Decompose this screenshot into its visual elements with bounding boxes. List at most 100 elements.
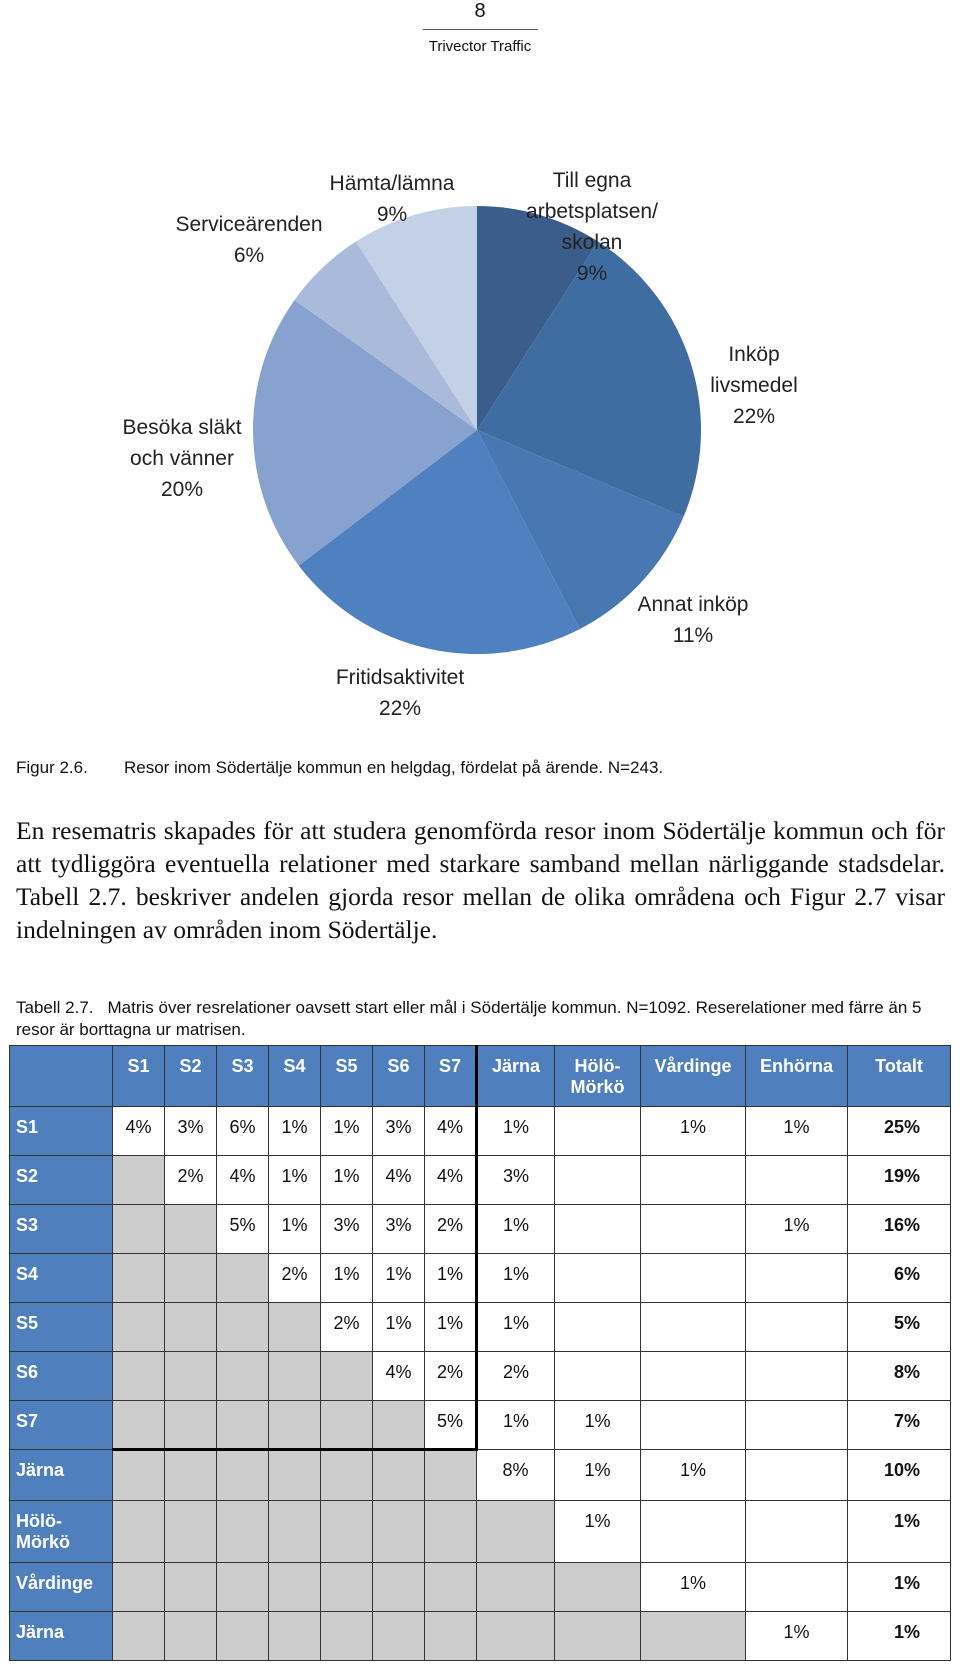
pie-label: Serviceärenden 6% — [149, 209, 349, 271]
table-cell — [320, 1351, 373, 1401]
table-cell — [112, 1500, 165, 1563]
table-cell — [320, 1449, 373, 1501]
table-cell: 1% — [745, 1204, 848, 1254]
table-cell: 1% — [640, 1449, 746, 1501]
table-cell: 2% — [320, 1302, 373, 1352]
table-cell: 1% — [372, 1302, 425, 1352]
table-cell — [216, 1500, 269, 1563]
table-cell: 1% — [476, 1302, 555, 1352]
column-header: S3 — [216, 1045, 269, 1107]
table-cell — [112, 1204, 165, 1254]
pie-slice — [253, 300, 477, 566]
table-cell — [112, 1449, 165, 1501]
table-cell — [745, 1351, 848, 1401]
table-cell: 7% — [847, 1400, 951, 1450]
table-cell — [424, 1500, 477, 1563]
table-cell: 16% — [847, 1204, 951, 1254]
table-row: Järna 1% 1% — [9, 1611, 951, 1661]
table-cell — [745, 1562, 848, 1612]
column-header: S2 — [164, 1045, 217, 1107]
table-cell: 1% — [424, 1302, 478, 1352]
table-cell — [112, 1562, 165, 1612]
table-cell: 1% — [847, 1562, 951, 1612]
table-cell: 4% — [372, 1351, 425, 1401]
table-cell: 1% — [554, 1449, 641, 1501]
table-cell — [372, 1449, 425, 1501]
table-row: Vårdinge 1% 1% — [9, 1562, 951, 1612]
table-cell — [164, 1562, 217, 1612]
row-header: Vårdinge — [9, 1562, 113, 1612]
pie-slice — [355, 206, 477, 430]
table-cell — [554, 1302, 641, 1352]
table-cell — [745, 1302, 848, 1352]
table-cell: 1% — [745, 1611, 848, 1661]
table-cell: 19% — [847, 1155, 951, 1205]
pie-slice — [298, 430, 580, 654]
pie-category: Annat inköp — [637, 593, 749, 616]
table-cell — [320, 1500, 373, 1563]
table-cell — [216, 1351, 269, 1401]
table-cell: 2% — [268, 1253, 321, 1303]
table-cell — [476, 1500, 555, 1563]
row-header: Järna — [9, 1449, 113, 1501]
row-header: S5 — [9, 1302, 113, 1352]
company: Trivector Traffic — [428, 38, 532, 55]
column-header: S1 — [112, 1045, 165, 1107]
table-cell — [112, 1155, 165, 1205]
table-cell — [424, 1562, 477, 1612]
table-cell — [640, 1302, 746, 1352]
table-row: S6 4% 2% 2% 8% — [9, 1351, 951, 1401]
table-cell: 1% — [424, 1253, 478, 1303]
column-header: Hölö-Mörkö — [554, 1045, 641, 1107]
table-cell: 5% — [216, 1204, 269, 1254]
table-cell — [372, 1400, 425, 1451]
table-cell: 8% — [476, 1449, 555, 1501]
pie-label: Fritidsaktivitet 22% — [290, 662, 510, 724]
table-cell: 1% — [268, 1106, 321, 1156]
column-header: Enhörna — [745, 1045, 848, 1107]
table-cell: 1% — [476, 1253, 555, 1303]
column-header: Vårdinge — [640, 1045, 746, 1107]
table-cell: 1% — [320, 1106, 373, 1156]
pie-slice — [294, 241, 477, 430]
table-cell: 3% — [372, 1106, 425, 1156]
table-cell — [216, 1302, 269, 1352]
table-cell: 3% — [372, 1204, 425, 1254]
table-cell — [554, 1155, 641, 1205]
table-cell: 4% — [372, 1155, 425, 1205]
table-cell: 1% — [476, 1400, 555, 1450]
table-cell — [320, 1562, 373, 1612]
table-cell — [554, 1204, 641, 1254]
pie-chart — [253, 206, 701, 654]
table-row: S4 2% 1% 1% 1% 1% 6% — [9, 1253, 951, 1303]
header-row: S1 S2 S3 S4 S5 S6 S7 Järna Hölö-Mörkö Vårdinge Enh… — [9, 1045, 951, 1107]
table-caption: Tabell 2.7. Matris över resrelationer oav… — [16, 997, 946, 1041]
table-cell: 1% — [320, 1155, 373, 1205]
pie-slice — [477, 430, 684, 630]
table-cell — [216, 1611, 269, 1661]
table-cell: 4% — [216, 1155, 269, 1205]
table-cell: 1% — [847, 1500, 951, 1563]
table-cell — [268, 1611, 321, 1661]
table-label: Tabell 2.7. — [16, 998, 94, 1017]
table-cell — [216, 1400, 269, 1451]
table-cell — [745, 1449, 848, 1501]
table-row: S1 4% 3% 6% 1% 1% 3% 4% 1% 1% 1% 25% — [9, 1106, 951, 1156]
table-cell — [640, 1351, 746, 1401]
table-cell — [216, 1449, 269, 1501]
table-cell: 1% — [476, 1106, 555, 1156]
pie-category: Besöka släkt och vänner — [122, 416, 242, 470]
table-row: Hölö-Mörkö 1% 1% — [9, 1500, 951, 1563]
table-cell: 25% — [847, 1106, 951, 1156]
row-header: S1 — [9, 1106, 113, 1156]
table-cell — [554, 1611, 641, 1661]
column-header: S4 — [268, 1045, 321, 1107]
table-cell: 1% — [268, 1204, 321, 1254]
pie-value-label: 11% — [672, 624, 714, 647]
row-header: S4 — [9, 1253, 113, 1303]
table-cell — [554, 1106, 641, 1156]
table-cell — [216, 1562, 269, 1612]
table-cell: 1% — [372, 1253, 425, 1303]
table-cell — [268, 1351, 321, 1401]
body-paragraph: En resematris skapades för att studera g… — [16, 816, 945, 944]
